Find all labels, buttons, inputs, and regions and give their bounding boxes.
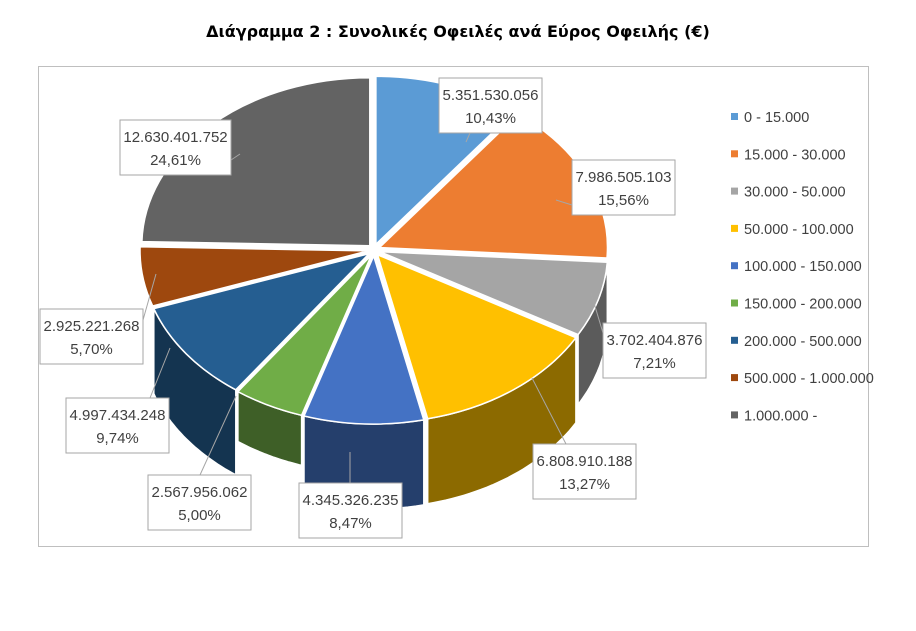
label-box (65, 397, 170, 454)
legend-swatch (731, 299, 738, 307)
pie-slice-3 (376, 253, 578, 420)
pie-slices (139, 75, 609, 425)
value-label: 12.630.401.752 (123, 129, 227, 146)
data-label-7: 2.925.221.268 5,70% (39, 273, 157, 365)
label-box (532, 443, 637, 500)
percent-label: 8,47% (329, 515, 372, 532)
percent-label: 15,56% (598, 192, 649, 209)
legend-item: 30.000 - 50.000 (731, 185, 846, 201)
value-label: 2.925.221.268 (44, 318, 140, 335)
data-label-3: 6.808.910.188 13,27% (531, 377, 637, 500)
label-box (39, 308, 144, 365)
legend-label: 100.000 - 150.000 (744, 259, 862, 275)
leader-line (142, 273, 157, 321)
label-box (571, 159, 676, 216)
percent-label: 9,74% (96, 430, 139, 447)
percent-label: 24,61% (150, 152, 201, 169)
leader-line (465, 132, 471, 143)
value-label: 4.345.326.235 (303, 492, 399, 509)
label-box (602, 322, 707, 379)
value-label: 6.808.910.188 (537, 453, 633, 470)
value-label: 4.997.434.248 (70, 407, 166, 424)
legend-label: 30.000 - 50.000 (744, 185, 846, 201)
legend-swatch (731, 411, 738, 419)
pie-slice-7 (139, 246, 369, 307)
legend-item: 200.000 - 500.000 (731, 334, 862, 350)
value-label: 2.567.956.062 (152, 484, 248, 501)
label-box (298, 482, 403, 539)
label-box (438, 77, 543, 134)
legend-label: 1.000.000 - (744, 408, 818, 424)
pie-slice-4 (302, 253, 425, 425)
legend-item: 150.000 - 200.000 (731, 297, 862, 313)
legend-swatch (731, 224, 738, 232)
percent-label: 5,00% (178, 507, 221, 524)
pie-slice-5 (236, 254, 372, 417)
leader-line (555, 199, 573, 206)
legend-swatch (731, 150, 738, 158)
pie-slice-6 (152, 252, 372, 391)
legend-item: 50.000 - 100.000 (731, 222, 854, 238)
percent-label: 10,43% (465, 110, 516, 127)
legend-swatch (731, 262, 738, 270)
legend-swatch (731, 374, 738, 382)
legend-item: 100.000 - 150.000 (731, 259, 862, 275)
legend-swatch (731, 336, 738, 344)
value-label: 5.351.530.056 (443, 87, 539, 104)
legend-label: 200.000 - 500.000 (744, 334, 862, 350)
label-box (119, 119, 232, 176)
legend-item: 1.000.000 - (731, 408, 818, 424)
leader-line (531, 377, 567, 445)
leader-line (199, 395, 237, 476)
chart-title: Διάγραμμα 2 : Συνολικές Οφειλές ανά Εύρο… (206, 22, 710, 41)
data-label-8: 12.630.401.752 24,61% (119, 119, 241, 176)
legend-swatch (731, 113, 738, 120)
legend-label: 15.000 - 30.000 (744, 147, 846, 163)
legend-label: 500.000 - 1.000.000 (744, 371, 874, 387)
leader-line (590, 292, 604, 334)
legend-item: 0 - 15.000 (731, 110, 809, 126)
data-label-2: 3.702.404.876 7,21% (590, 292, 707, 379)
leader-line (149, 347, 171, 399)
data-labels: 5.351.530.056 10,43% 7.986.505.103 15,56% 3.… (39, 77, 707, 539)
data-label-0: 5.351.530.056 10,43% (438, 77, 543, 143)
value-label: 7.986.505.103 (576, 169, 672, 186)
legend-label: 0 - 15.000 (744, 110, 809, 126)
legend-item: 15.000 - 30.000 (731, 147, 846, 163)
legend-item: 500.000 - 1.000.000 (731, 371, 874, 387)
legend-label: 150.000 - 200.000 (744, 297, 862, 313)
percent-label: 7,21% (633, 355, 676, 372)
value-label: 3.702.404.876 (607, 332, 703, 349)
data-label-1: 7.986.505.103 15,56% (555, 159, 676, 216)
legend-swatch (731, 187, 738, 195)
data-label-6: 4.997.434.248 9,74% (65, 347, 171, 454)
label-box (147, 474, 252, 531)
data-label-5: 2.567.956.062 5,00% (147, 395, 252, 531)
pie-slice-2 (379, 250, 609, 336)
legend: 0 - 15.000 15.000 - 30.000 30.000 - 50.000… (731, 110, 874, 424)
percent-label: 5,70% (70, 341, 113, 358)
legend-label: 50.000 - 100.000 (744, 222, 854, 238)
data-label-4: 4.345.326.235 8,47% (298, 452, 403, 539)
leader-line (230, 153, 241, 161)
percent-label: 13,27% (559, 476, 610, 493)
